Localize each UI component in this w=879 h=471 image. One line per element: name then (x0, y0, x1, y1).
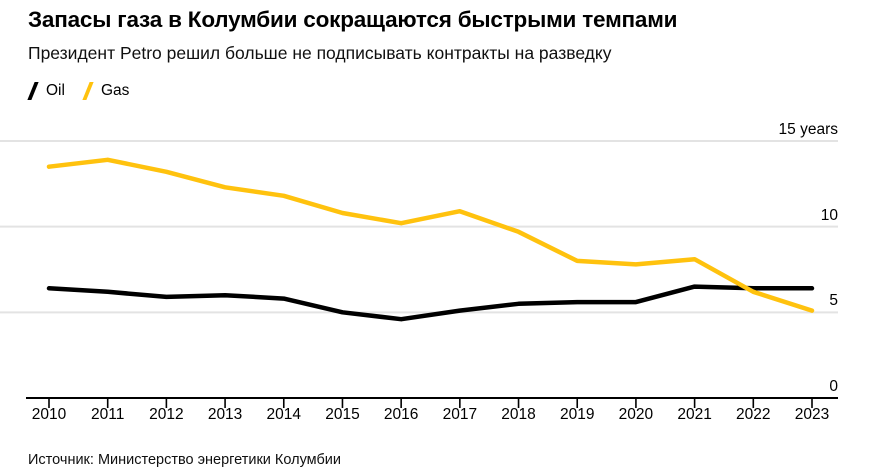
plot-area (0, 110, 879, 410)
legend-item-gas[interactable]: Gas (81, 80, 129, 102)
page-subtitle: Президент Petro решил больше не подписыв… (28, 43, 612, 63)
legend-label-oil: Oil (46, 82, 65, 100)
y-axis-label: 5 (829, 292, 838, 310)
slash-icon (26, 83, 40, 99)
x-axis-label: 2020 (618, 406, 654, 423)
page-title: Запасы газа в Колумбии сокращаются быстр… (28, 7, 678, 32)
x-axis-label: 2010 (31, 406, 67, 423)
legend-item-oil[interactable]: Oil (26, 80, 65, 102)
x-axis-label: 2023 (794, 406, 830, 423)
x-axis-label: 2018 (501, 406, 536, 423)
y-axis-label: 10 (820, 206, 838, 224)
source-note: Источник: Министерство энергетики Колумб… (28, 452, 341, 468)
x-axis-label: 2014 (266, 406, 302, 423)
series-line-oil (46, 284, 815, 322)
slash-icon (81, 83, 95, 99)
y-axis-label: 15 years (778, 121, 838, 138)
series-line-gas (46, 157, 815, 313)
legend-label-gas: Gas (100, 82, 130, 100)
x-axis-label: 2017 (442, 406, 478, 423)
x-axis-label: 2012 (149, 406, 184, 423)
chart-legend: Oil Gas (26, 80, 129, 102)
x-axis-labels: 2010 2011 2012 2013 2014 2015 2016 2017 2018 2019… (0, 406, 879, 432)
x-axis-label: 2016 (383, 406, 419, 423)
chart-svg (0, 140, 838, 408)
x-axis-label: 2013 (207, 406, 243, 423)
x-axis-label: 2021 (677, 406, 712, 423)
x-axis-label: 2019 (559, 406, 595, 423)
y-axis-label: 0 (829, 378, 838, 395)
x-axis-label: 2022 (736, 406, 771, 423)
x-axis-label: 2015 (325, 406, 360, 423)
x-axis-label: 2011 (91, 406, 125, 423)
